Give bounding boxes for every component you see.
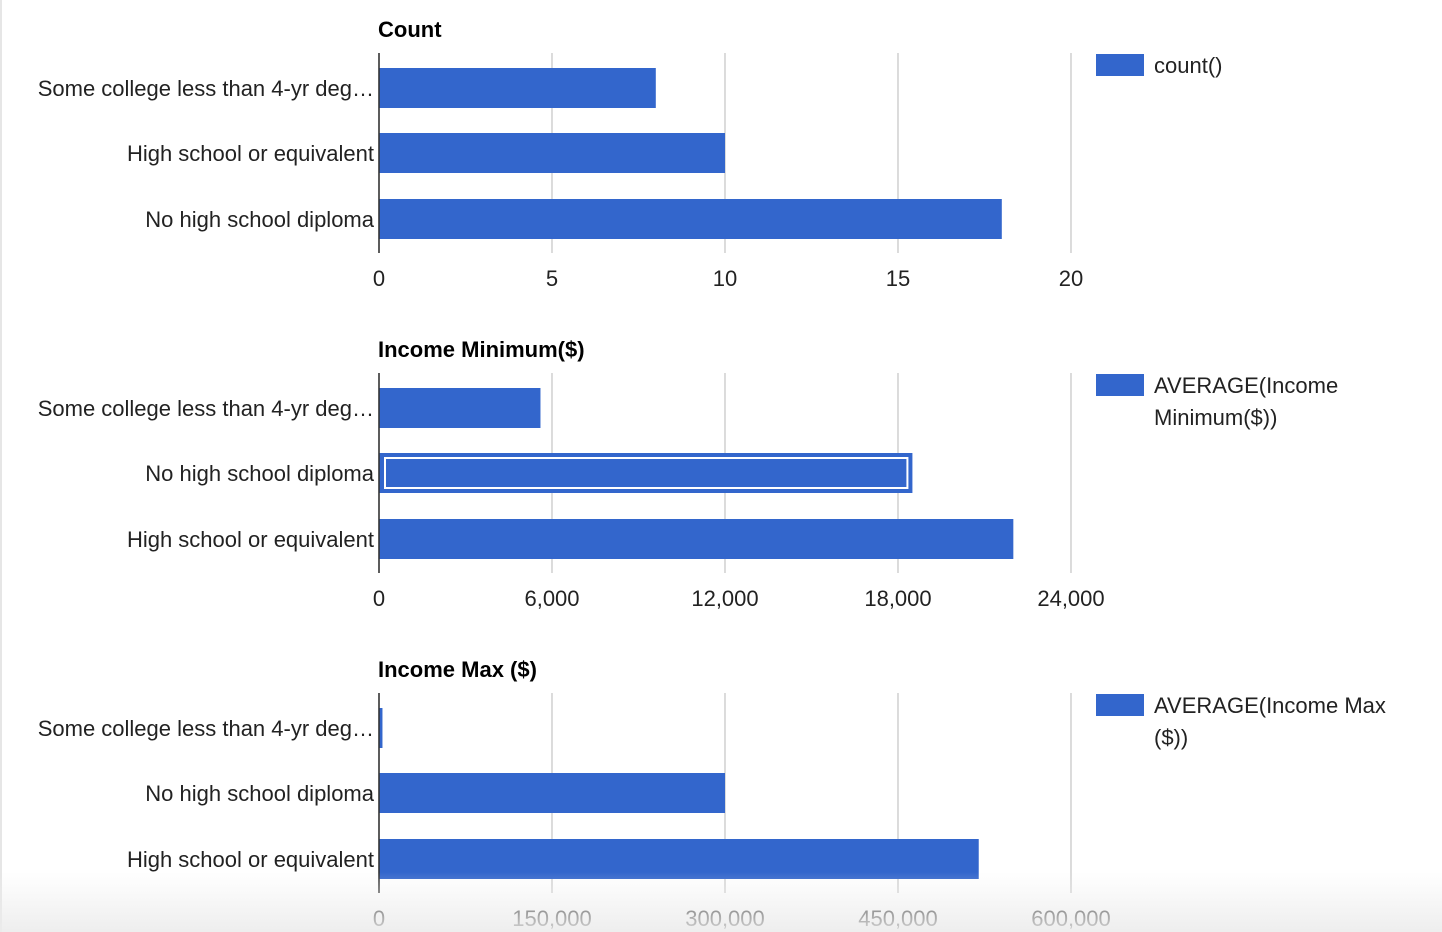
- tick-label: 20: [1059, 266, 1083, 291]
- tick-label: 5: [546, 266, 558, 291]
- category-label: No high school diploma: [145, 781, 374, 806]
- category-label: No high school diploma: [145, 461, 374, 486]
- tick-label: 24,000: [1037, 586, 1104, 611]
- bar[interactable]: [379, 68, 656, 108]
- tick-label: 6,000: [524, 586, 579, 611]
- bar[interactable]: [379, 708, 383, 748]
- bar[interactable]: [379, 519, 1014, 559]
- category-label: Some college less than 4-yr deg…: [38, 716, 374, 741]
- tick-label: 10: [713, 266, 737, 291]
- category-label: Some college less than 4-yr deg…: [38, 76, 374, 101]
- bar[interactable]: [379, 773, 725, 813]
- bar[interactable]: [379, 453, 913, 493]
- tick-label: 0: [373, 266, 385, 291]
- legend[interactable]: AVERAGE(Income Max ($)): [1096, 693, 1386, 750]
- tick-label: 12,000: [691, 586, 758, 611]
- tick-label: 18,000: [864, 586, 931, 611]
- tick-label: 450,000: [858, 906, 938, 931]
- tick-label: 0: [373, 906, 385, 931]
- legend-label: count(): [1154, 53, 1222, 78]
- legend[interactable]: AVERAGE(Income Minimum($)): [1096, 373, 1338, 430]
- bar[interactable]: [379, 388, 541, 428]
- legend-label: AVERAGE(Income: [1154, 373, 1338, 398]
- legend-label: ($)): [1154, 725, 1188, 750]
- tick-label: 300,000: [685, 906, 765, 931]
- chart-title: Income Max ($): [378, 657, 537, 682]
- chart-title: Income Minimum($): [378, 337, 585, 362]
- category-label: No high school diploma: [145, 207, 374, 232]
- category-label: High school or equivalent: [127, 141, 374, 166]
- legend-label: AVERAGE(Income Max: [1154, 693, 1386, 718]
- tick-label: 150,000: [512, 906, 592, 931]
- category-label: High school or equivalent: [127, 527, 374, 552]
- bar-selection-outline: [384, 457, 909, 489]
- legend[interactable]: count(): [1096, 53, 1222, 78]
- bar[interactable]: [379, 199, 1002, 239]
- category-label: High school or equivalent: [127, 847, 374, 872]
- chart-panel-1: Count Some college less than 4-yr deg… Hig…: [38, 17, 1223, 291]
- bar[interactable]: [379, 839, 979, 879]
- bar[interactable]: [379, 133, 725, 173]
- chart-panel-3: Income Max ($) Some college less than 4-y…: [38, 657, 1386, 931]
- chart-title: Count: [378, 17, 442, 42]
- legend-swatch: [1096, 694, 1144, 716]
- page-left-edge: [0, 0, 2, 932]
- legend-label: Minimum($)): [1154, 405, 1277, 430]
- tick-label: 15: [886, 266, 910, 291]
- tick-label: 600,000: [1031, 906, 1111, 931]
- chart-panel-2: Income Minimum($) Some college less than …: [38, 337, 1339, 611]
- category-label: Some college less than 4-yr deg…: [38, 396, 374, 421]
- tick-label: 0: [373, 586, 385, 611]
- legend-swatch: [1096, 374, 1144, 396]
- legend-swatch: [1096, 54, 1144, 76]
